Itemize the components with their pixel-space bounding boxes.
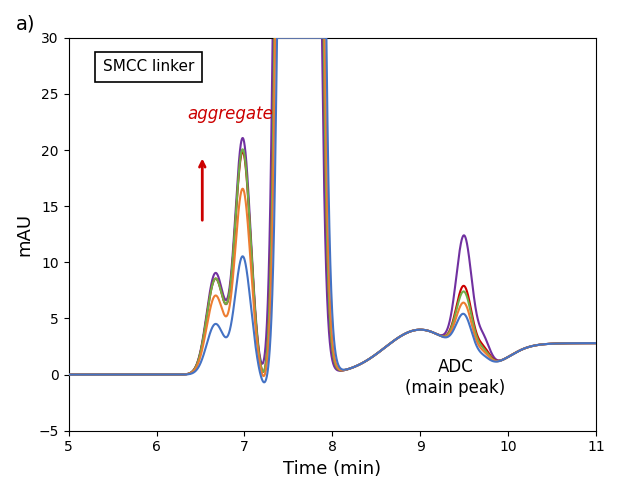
Text: SMCC linker: SMCC linker — [103, 59, 194, 74]
Text: aggregate: aggregate — [187, 105, 273, 123]
Y-axis label: mAU: mAU — [15, 212, 33, 256]
Text: a): a) — [16, 14, 35, 33]
X-axis label: Time (min): Time (min) — [283, 460, 381, 478]
Text: ADC
(main peak): ADC (main peak) — [405, 358, 505, 396]
